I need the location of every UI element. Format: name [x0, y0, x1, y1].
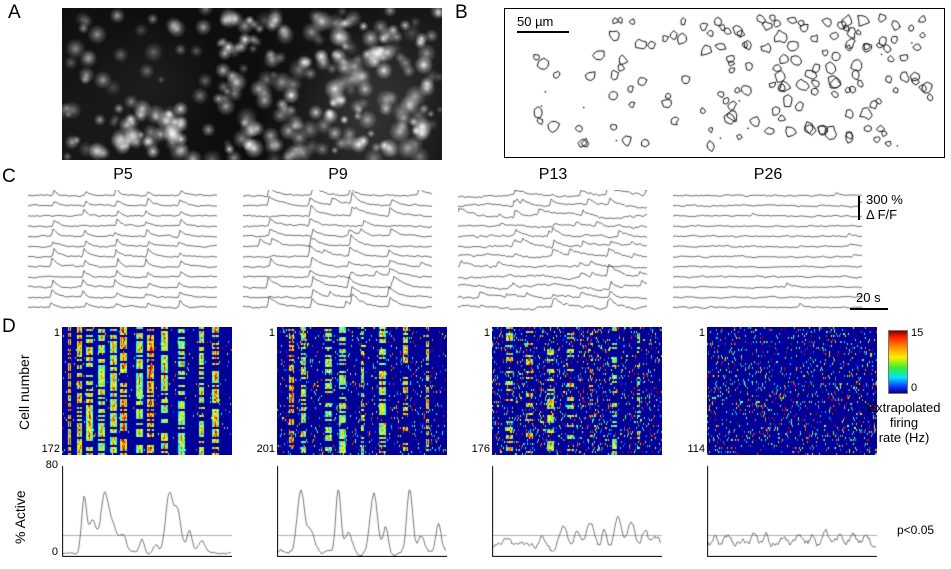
cell-first-tick-p13: 1	[483, 327, 490, 339]
cell-first-tick-p9: 1	[268, 327, 275, 339]
percent-active-plot-p9	[277, 465, 447, 557]
calcium-traces-p9	[243, 190, 433, 312]
time-scale-bar	[850, 308, 888, 310]
colorbar-min: 0	[911, 382, 918, 394]
age-label-p13: P13	[538, 166, 568, 183]
colorbar-caption-line2: firing	[889, 415, 919, 430]
colorbar-caption-line3: rate (Hz)	[878, 430, 930, 445]
amplitude-scale-bar	[858, 196, 860, 220]
colorbar	[888, 330, 908, 394]
cell-outline-map: 50 µm	[504, 8, 945, 158]
calcium-traces-p5	[28, 190, 218, 312]
cell-count-p5: 172	[41, 443, 60, 455]
amplitude-scale-value: 300 %	[866, 192, 903, 207]
panel-b-label: B	[455, 2, 468, 23]
active-ymax: 80	[45, 459, 58, 471]
firing-rate-heatmap-p26	[707, 327, 877, 455]
age-label-p26: P26	[753, 166, 783, 183]
cell-first-tick-p26: 1	[698, 327, 705, 339]
percent-active-plot-p26	[707, 465, 877, 557]
panel-d-label: D	[2, 316, 16, 337]
panel-c-label: C	[2, 166, 16, 187]
cell-count-p9: 201	[256, 443, 275, 455]
amplitude-scale-unit: Δ F/F	[866, 207, 898, 222]
colorbar-caption-line1: Extrapolated	[867, 400, 941, 415]
cell-outlines-canvas	[505, 9, 944, 157]
age-label-p5: P5	[113, 166, 133, 183]
colorbar-max: 15	[911, 327, 924, 339]
fluorescence-image	[62, 8, 442, 160]
cell-count-p13: 176	[471, 443, 490, 455]
calcium-traces-p13	[458, 190, 648, 312]
calcium-traces-p26	[673, 190, 863, 312]
scale-bar-line	[517, 31, 569, 33]
colorbar-caption: Extrapolated firing rate (Hz)	[856, 400, 951, 445]
cell-count-p26: 114	[687, 443, 705, 455]
scale-bar-label: 50 µm	[517, 14, 554, 29]
cell-first-tick-p5: 1	[53, 327, 60, 339]
firing-rate-heatmap-p13	[492, 327, 662, 455]
firing-rate-heatmap-p5	[62, 327, 232, 455]
age-label-p9: P9	[328, 166, 348, 183]
active-axis-label: % Active	[12, 490, 28, 544]
significance-label: p<0.05	[897, 523, 935, 537]
time-scale-label: 20 s	[856, 290, 881, 305]
percent-active-plot-p13	[492, 465, 662, 557]
cell-number-axis-label: Cell number	[16, 354, 32, 430]
active-ymin: 0	[51, 546, 58, 558]
percent-active-plot-p5	[62, 465, 232, 557]
firing-rate-heatmap-p9	[277, 327, 447, 455]
panel-a-label: A	[8, 2, 21, 23]
scale-bar: 50 µm	[517, 14, 569, 33]
